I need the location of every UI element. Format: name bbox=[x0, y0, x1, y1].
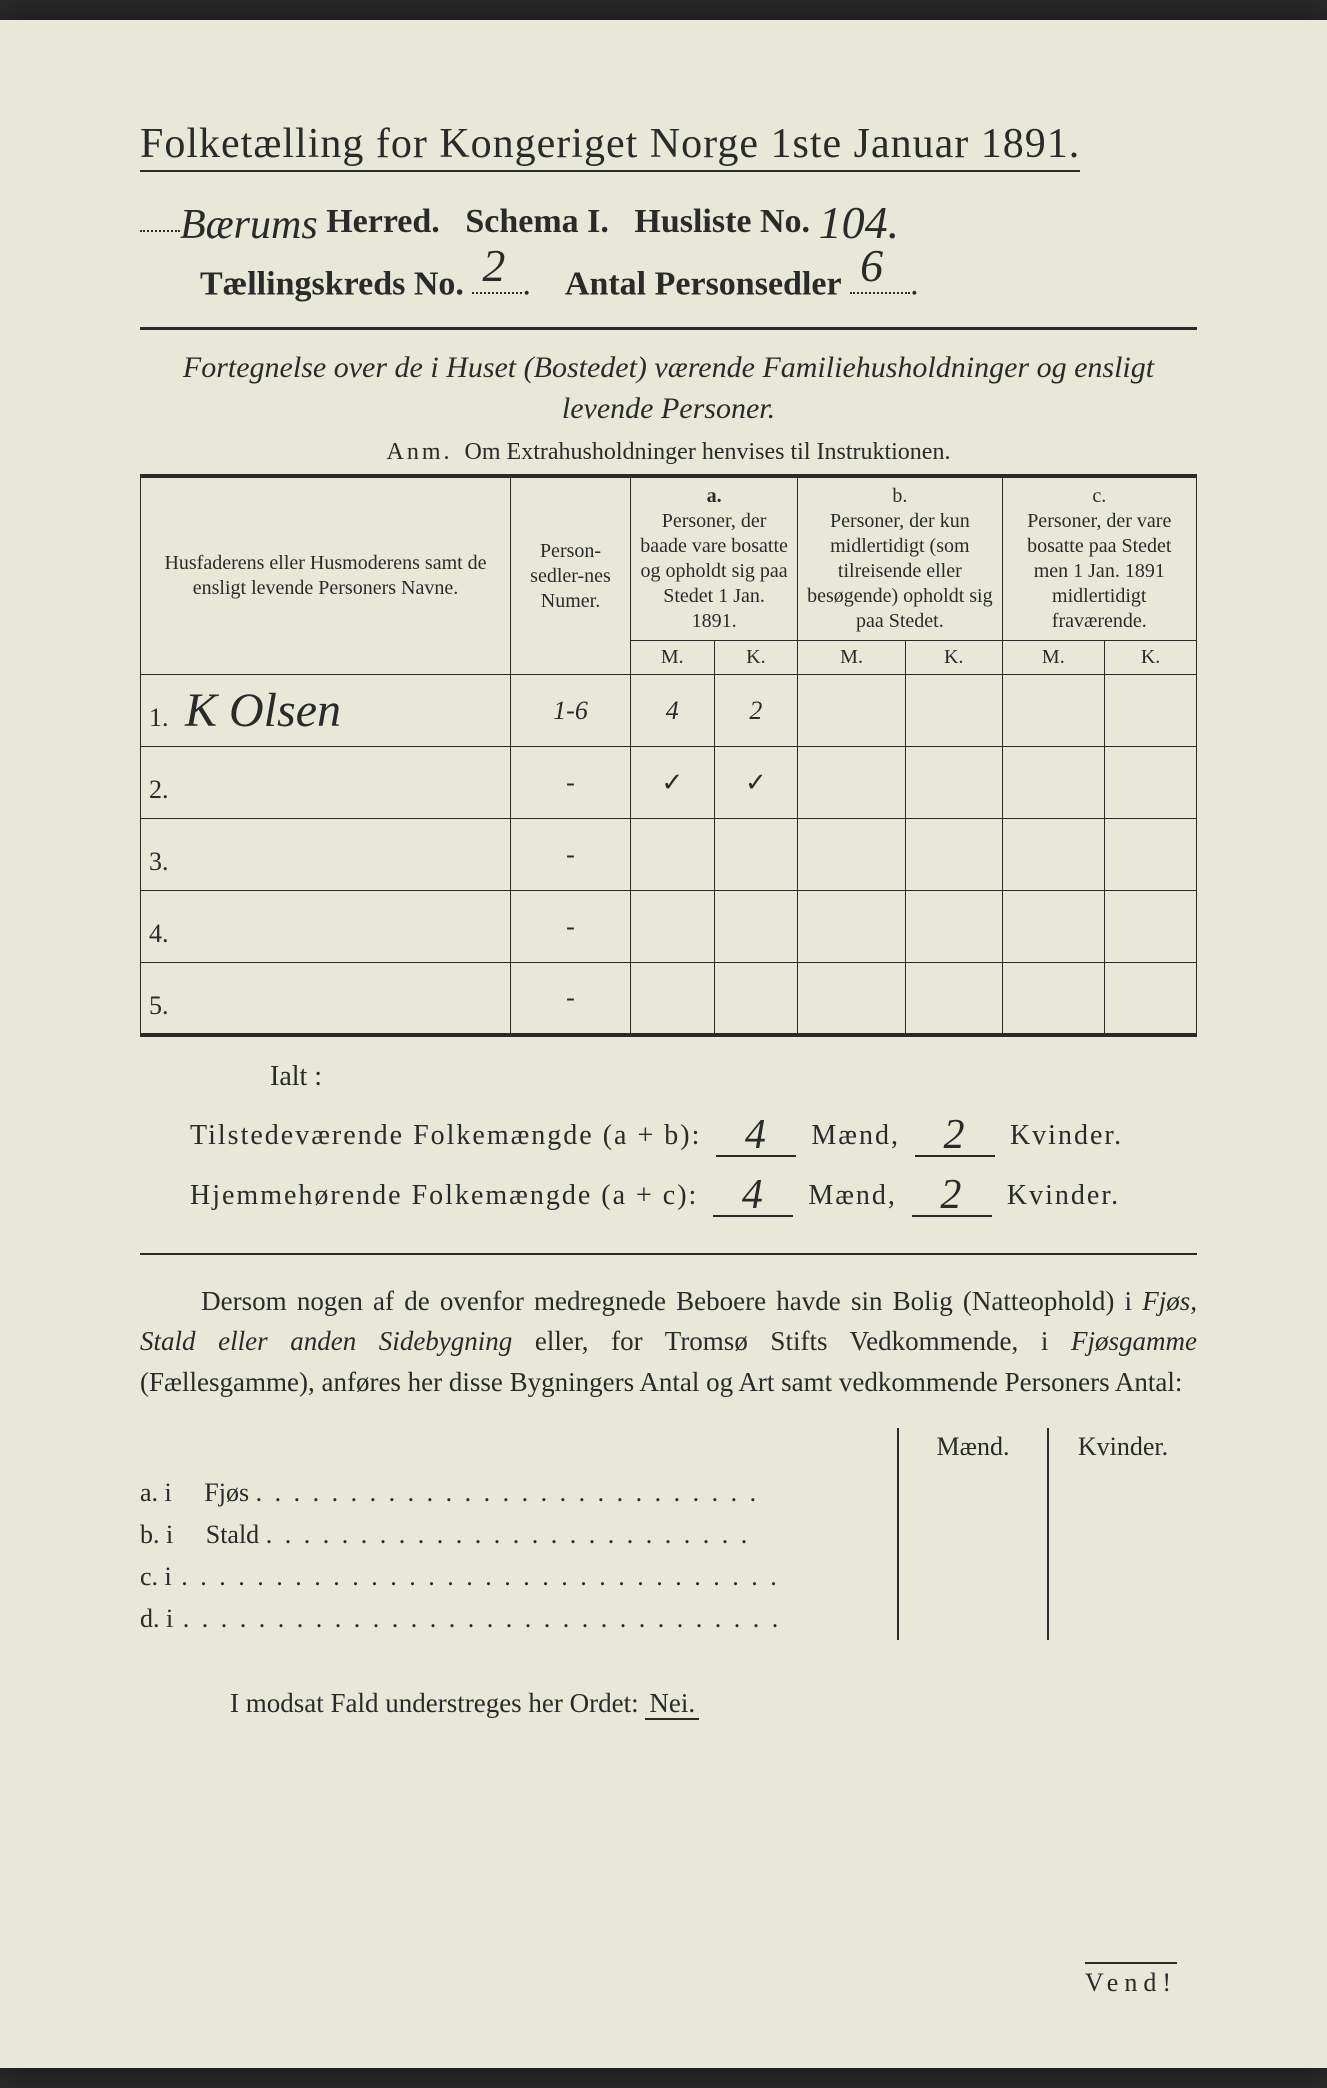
row-number: 4. bbox=[141, 891, 511, 963]
ialt-label: Ialt : bbox=[270, 1061, 1197, 1093]
cell-a_k: ✓ bbox=[714, 747, 798, 819]
cell-c_k bbox=[1105, 963, 1197, 1035]
lower-row-c: c. i . . . . . . . . . . . . . . . . . .… bbox=[140, 1556, 897, 1598]
row-name-value bbox=[169, 828, 179, 881]
col-c-k: K. bbox=[1105, 641, 1197, 675]
cell-c_m bbox=[1002, 819, 1105, 891]
row-number: 5. bbox=[141, 963, 511, 1035]
vend-label: Vend! bbox=[1085, 1962, 1177, 1998]
row-numer: 1-6 bbox=[511, 675, 631, 747]
table-row: 1. K Olsen1-642 bbox=[141, 675, 1197, 747]
cell-b_m bbox=[798, 963, 906, 1035]
instruction-paragraph: Dersom nogen af de ovenfor medregnede Be… bbox=[140, 1281, 1197, 1403]
lower-table: Mænd. Kvinder. a. i Fjøs . . . . . . . .… bbox=[140, 1428, 1197, 1640]
divider bbox=[140, 327, 1197, 330]
cell-c_k bbox=[1105, 819, 1197, 891]
table-row: 4. - bbox=[141, 891, 1197, 963]
cell-c_m bbox=[1002, 675, 1105, 747]
nei-line: I modsat Fald understreges her Ordet: Ne… bbox=[230, 1688, 1197, 1719]
lower-head-maend: Mænd. bbox=[897, 1428, 1047, 1472]
cell-a_k bbox=[714, 819, 798, 891]
col-b-k: K. bbox=[906, 641, 1003, 675]
cell-a_m: 4 bbox=[631, 675, 715, 747]
divider-mid bbox=[140, 1253, 1197, 1255]
table-row: 3. - bbox=[141, 819, 1197, 891]
col-a-k: K. bbox=[714, 641, 798, 675]
cell-b_k bbox=[906, 675, 1003, 747]
anm-note: Anm. Om Extrahusholdninger henvises til … bbox=[140, 439, 1197, 466]
lower-row-b: b. i Stald . . . . . . . . . . . . . . .… bbox=[140, 1514, 897, 1556]
cell-b_k bbox=[906, 747, 1003, 819]
col-header-numer: Person-sedler-nes Numer. bbox=[511, 476, 631, 675]
row-name-value bbox=[169, 756, 179, 809]
cell-c_m bbox=[1002, 747, 1105, 819]
kreds-value: 2 bbox=[482, 239, 505, 292]
cell-a_m bbox=[631, 819, 715, 891]
col-header-a: a.Personer, der baade vare bosatte og op… bbox=[631, 476, 798, 641]
row-number: 1. K Olsen bbox=[141, 675, 511, 747]
row-name-value bbox=[169, 900, 179, 953]
sum1-m: 4 bbox=[745, 1112, 768, 1158]
cell-c_m bbox=[1002, 891, 1105, 963]
cell-b_m bbox=[798, 891, 906, 963]
col-header-names: Husfaderens eller Husmoderens samt de en… bbox=[141, 476, 511, 675]
sum2-k: 2 bbox=[940, 1172, 963, 1218]
lower-head-kvinder: Kvinder. bbox=[1047, 1428, 1197, 1472]
row-numer: - bbox=[511, 891, 631, 963]
summary-line-2: Hjemmehørende Folkemængde (a + c): 4 Mæn… bbox=[190, 1167, 1197, 1217]
cell-a_m bbox=[631, 891, 715, 963]
sum1-k: 2 bbox=[943, 1112, 966, 1158]
row-number: 2. bbox=[141, 747, 511, 819]
cell-c_m bbox=[1002, 963, 1105, 1035]
main-table: Husfaderens eller Husmoderens samt de en… bbox=[140, 474, 1197, 1037]
col-c-m: M. bbox=[1002, 641, 1105, 675]
nei-word: Nei. bbox=[645, 1688, 699, 1720]
cell-c_k bbox=[1105, 891, 1197, 963]
cell-a_m bbox=[631, 963, 715, 1035]
page-title: Folketælling for Kongeriget Norge 1ste J… bbox=[140, 120, 1197, 172]
table-row: 5. - bbox=[141, 963, 1197, 1035]
cell-a_k bbox=[714, 963, 798, 1035]
summary-line-1: Tilstedeværende Folkemængde (a + b): 4 M… bbox=[190, 1107, 1197, 1157]
table-row: 2. -✓✓ bbox=[141, 747, 1197, 819]
cell-a_k: 2 bbox=[714, 675, 798, 747]
herred-value: Bærums bbox=[180, 202, 318, 248]
cell-b_m bbox=[798, 675, 906, 747]
cell-b_k bbox=[906, 963, 1003, 1035]
cell-a_m: ✓ bbox=[631, 747, 715, 819]
sum2-m: 4 bbox=[742, 1172, 765, 1218]
lower-row-d: d. i . . . . . . . . . . . . . . . . . .… bbox=[140, 1598, 897, 1640]
row-numer: - bbox=[511, 819, 631, 891]
row-name-value: K Olsen bbox=[175, 684, 341, 737]
cell-a_k bbox=[714, 891, 798, 963]
antal-value: 6 bbox=[860, 239, 883, 292]
col-a-m: M. bbox=[631, 641, 715, 675]
row-number: 3. bbox=[141, 819, 511, 891]
row-numer: - bbox=[511, 747, 631, 819]
col-header-c: c.Personer, der vare bosatte paa Stedet … bbox=[1002, 476, 1196, 641]
cell-b_k bbox=[906, 891, 1003, 963]
census-form-page: Folketælling for Kongeriget Norge 1ste J… bbox=[0, 20, 1327, 2068]
subtitle: Fortegnelse over de i Huset (Bostedet) v… bbox=[140, 348, 1197, 429]
header-line-kreds: Tællingskreds No. 2. Antal Personsedler … bbox=[200, 257, 1197, 303]
cell-c_k bbox=[1105, 675, 1197, 747]
husliste-value: 104. bbox=[819, 197, 900, 248]
lower-row-a: a. i Fjøs . . . . . . . . . . . . . . . … bbox=[140, 1472, 897, 1514]
cell-b_k bbox=[906, 819, 1003, 891]
row-name-value bbox=[169, 972, 179, 1025]
col-b-m: M. bbox=[798, 641, 906, 675]
header-line-herred: Bærums Herred. Schema I. Husliste No. 10… bbox=[140, 190, 1197, 243]
cell-b_m bbox=[798, 819, 906, 891]
col-header-b: b.Personer, der kun midlertidigt (som ti… bbox=[798, 476, 1002, 641]
cell-b_m bbox=[798, 747, 906, 819]
cell-c_k bbox=[1105, 747, 1197, 819]
row-numer: - bbox=[511, 963, 631, 1035]
